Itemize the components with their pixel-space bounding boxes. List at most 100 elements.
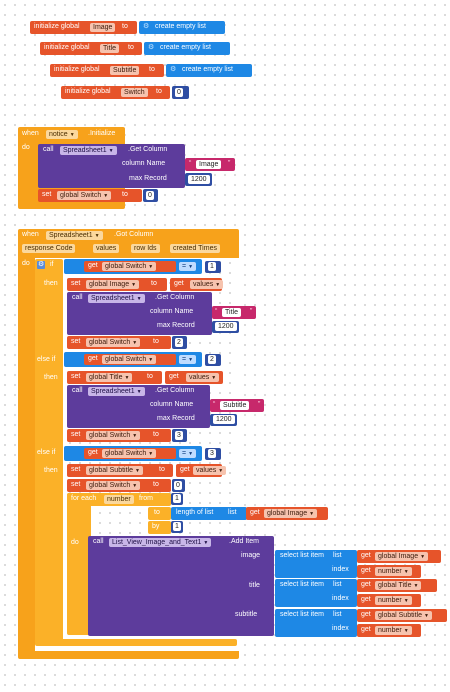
- component-dropdown[interactable]: Spreadsheet1 ▼: [60, 146, 117, 155]
- number-field[interactable]: 1200: [188, 175, 210, 184]
- parameter-created-times[interactable]: created Times: [170, 244, 220, 253]
- variable-dropdown[interactable]: values ▼: [190, 280, 224, 289]
- number-field[interactable]: 1200: [215, 322, 237, 331]
- number-block[interactable]: 1: [171, 521, 183, 533]
- number-field[interactable]: 3: [175, 431, 183, 440]
- compare-block[interactable]: get global Switch ▼ = ▼: [64, 352, 202, 367]
- get-variable-block[interactable]: get global Title ▼: [357, 579, 437, 592]
- variable-dropdown[interactable]: global Switch ▼: [86, 481, 141, 490]
- select-list-item-block[interactable]: select list item list index: [275, 550, 357, 578]
- global-name-field[interactable]: Image: [90, 23, 116, 32]
- variable-dropdown[interactable]: number ▼: [375, 626, 412, 635]
- gear-icon[interactable]: ⚙: [170, 66, 177, 73]
- number-field[interactable]: 1200: [213, 415, 235, 424]
- add-item-call-block[interactable]: call List_View_Image_and_Text1 ▼ .Add Ite…: [88, 536, 274, 636]
- if-else-block[interactable]: ⚙ if then else if then else if then: [35, 259, 63, 644]
- variable-dropdown[interactable]: global Title ▼: [86, 373, 133, 382]
- select-list-item-block[interactable]: select list item list index: [275, 579, 357, 607]
- number-field[interactable]: 3: [208, 449, 216, 458]
- set-variable-block[interactable]: set global Switch ▼ to: [67, 336, 171, 349]
- text-field[interactable]: Image: [196, 160, 222, 169]
- variable-dropdown[interactable]: global Switch ▼: [57, 191, 112, 200]
- gear-icon[interactable]: ⚙: [143, 23, 150, 30]
- text-field[interactable]: Title: [222, 308, 241, 317]
- get-column-call-block[interactable]: call Spreadsheet1 ▼ .Get Column column Na…: [67, 292, 212, 335]
- component-dropdown[interactable]: Spreadsheet1 ▼: [88, 387, 145, 396]
- text-block[interactable]: “ Title ”: [212, 306, 256, 319]
- number-field[interactable]: 1: [173, 522, 181, 531]
- variable-dropdown[interactable]: number ▼: [375, 596, 412, 605]
- gear-icon[interactable]: ⚙: [148, 44, 155, 51]
- parameter-response-code[interactable]: response Code: [22, 244, 76, 253]
- initialize-global-title-block[interactable]: initialize global Title to: [40, 42, 142, 55]
- number-block[interactable]: 0: [143, 189, 158, 202]
- number-block[interactable]: 2: [172, 336, 187, 349]
- compare-block[interactable]: get global Switch ▼ = ▼: [64, 259, 202, 274]
- variable-dropdown[interactable]: global Title ▼: [375, 581, 422, 590]
- get-variable-block[interactable]: get values ▼: [176, 464, 227, 477]
- number-block[interactable]: 1200: [210, 414, 237, 426]
- variable-dropdown[interactable]: values ▼: [186, 373, 220, 382]
- set-variable-block[interactable]: set global Title ▼ to: [67, 371, 162, 384]
- number-field[interactable]: 2: [175, 338, 183, 347]
- variable-dropdown[interactable]: global Switch ▼: [86, 431, 141, 440]
- variable-dropdown[interactable]: global Switch ▼: [102, 355, 157, 364]
- get-variable-block[interactable]: get global Image ▼: [357, 550, 441, 563]
- parameter-values[interactable]: values: [93, 244, 120, 253]
- operator-dropdown[interactable]: = ▼: [179, 355, 197, 364]
- initialize-global-subtitle-block[interactable]: initialize global Subtitle to: [50, 64, 164, 77]
- variable-dropdown[interactable]: global Image ▼: [264, 509, 318, 518]
- get-variable-block[interactable]: get values ▼: [170, 278, 224, 291]
- get-variable-block[interactable]: get global Switch ▼: [84, 354, 176, 365]
- get-column-call-block[interactable]: call Spreadsheet1 ▼ .Get Column column Na…: [67, 385, 210, 428]
- number-block[interactable]: 0: [172, 479, 185, 492]
- variable-dropdown[interactable]: number ▼: [375, 567, 412, 576]
- variable-dropdown[interactable]: global Image ▼: [86, 280, 140, 289]
- get-column-call-block[interactable]: call Spreadsheet1 ▼ .Get Column column Na…: [38, 144, 185, 188]
- create-empty-list-block[interactable]: ⚙ create empty list: [166, 64, 252, 77]
- component-dropdown[interactable]: notice ▼: [46, 130, 78, 139]
- component-dropdown[interactable]: Spreadsheet1 ▼: [88, 294, 145, 303]
- global-name-field[interactable]: Switch: [121, 88, 148, 97]
- create-empty-list-block[interactable]: ⚙ create empty list: [139, 21, 225, 34]
- select-list-item-block[interactable]: select list item list index: [275, 609, 357, 637]
- number-block[interactable]: 1200: [212, 321, 239, 333]
- get-variable-block[interactable]: get global Subtitle ▼: [357, 609, 447, 622]
- number-block[interactable]: 2: [205, 354, 221, 366]
- text-field[interactable]: Subtitle: [220, 401, 250, 410]
- initialize-global-switch-block[interactable]: initialize global Switch to: [61, 86, 170, 99]
- set-variable-block[interactable]: set global Switch ▼ to: [38, 189, 142, 202]
- component-dropdown[interactable]: Spreadsheet1 ▼: [46, 231, 103, 240]
- number-block[interactable]: 0: [172, 86, 189, 99]
- variable-dropdown[interactable]: global Subtitle ▼: [86, 466, 143, 475]
- number-field[interactable]: 1: [208, 262, 216, 271]
- mutator-gear-icon[interactable]: ⚙: [37, 261, 46, 269]
- initialize-global-image-block[interactable]: initialize global Image to: [30, 21, 137, 34]
- get-variable-block[interactable]: get number ▼: [357, 624, 421, 637]
- variable-dropdown[interactable]: values ▼: [193, 466, 227, 475]
- create-empty-list-block[interactable]: ⚙ create empty list: [144, 42, 230, 55]
- get-variable-block[interactable]: get number ▼: [357, 565, 421, 578]
- number-block[interactable]: 3: [172, 429, 187, 442]
- variable-dropdown[interactable]: global Image ▼: [375, 552, 429, 561]
- compare-block[interactable]: get global Switch ▼ = ▼: [64, 446, 202, 461]
- set-variable-block[interactable]: set global Switch ▼ to: [67, 429, 171, 442]
- number-field[interactable]: 0: [146, 191, 154, 200]
- global-name-field[interactable]: Subtitle: [110, 66, 140, 75]
- get-variable-block[interactable]: get global Switch ▼: [84, 261, 176, 272]
- get-variable-block[interactable]: get global Image ▼: [246, 507, 328, 520]
- for-each-header[interactable]: for each number from: [67, 493, 171, 506]
- set-variable-block[interactable]: set global Image ▼ to: [67, 278, 167, 291]
- number-block[interactable]: 1200: [185, 173, 212, 186]
- length-of-list-block[interactable]: length of list list: [171, 507, 247, 520]
- variable-dropdown[interactable]: global Switch ▼: [86, 338, 141, 347]
- number-field[interactable]: 0: [174, 481, 182, 490]
- number-field[interactable]: 1: [173, 494, 181, 503]
- set-variable-block[interactable]: set global Subtitle ▼ to: [67, 464, 173, 477]
- variable-dropdown[interactable]: global Switch ▼: [102, 262, 157, 271]
- variable-dropdown[interactable]: global Switch ▼: [102, 449, 157, 458]
- text-block[interactable]: “ Image ”: [185, 158, 235, 171]
- get-variable-block[interactable]: get number ▼: [357, 594, 421, 607]
- loop-variable-field[interactable]: number: [104, 495, 134, 504]
- variable-dropdown[interactable]: global Subtitle ▼: [375, 611, 432, 620]
